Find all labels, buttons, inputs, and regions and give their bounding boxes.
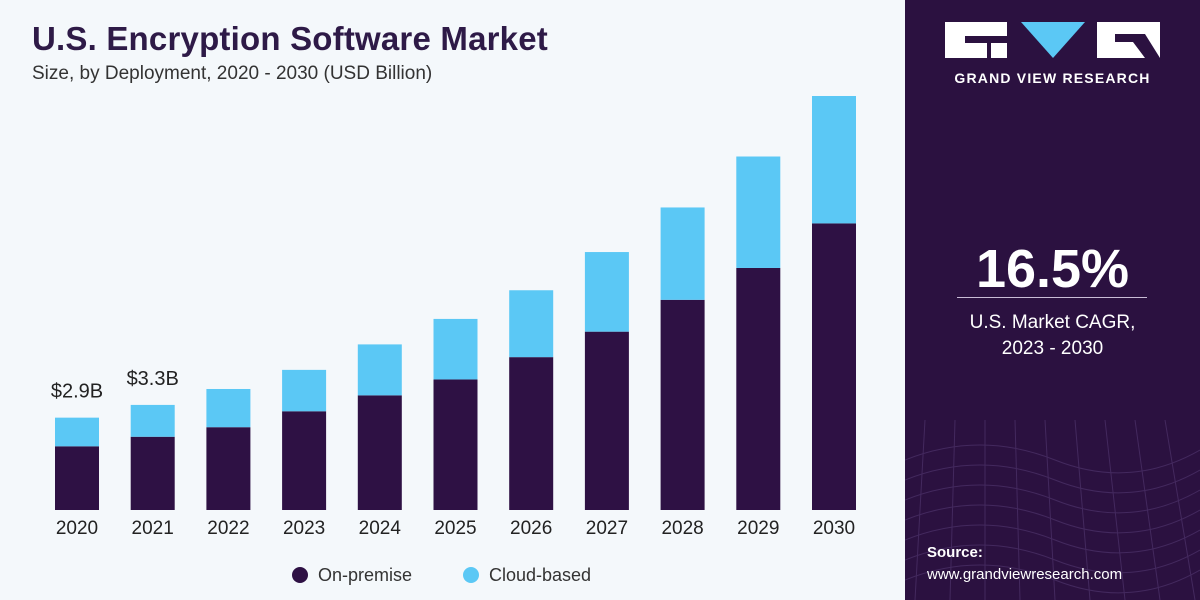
gvr-logo-icon bbox=[945, 22, 1160, 58]
x-tick-label-2026: 2026 bbox=[510, 518, 552, 539]
bar-cloud-based-2030 bbox=[812, 96, 856, 224]
bar-cloud-based-2029 bbox=[736, 156, 781, 268]
source-url[interactable]: www.grandviewresearch.com bbox=[927, 566, 1123, 583]
bar-on-premise-2027 bbox=[584, 331, 629, 510]
bar-cloud-based-2026 bbox=[509, 290, 554, 358]
x-tick-label-2022: 2022 bbox=[207, 518, 249, 539]
x-tick-label-2023: 2023 bbox=[283, 518, 325, 539]
legend-marker-on-premise bbox=[292, 567, 308, 583]
chart-panel: U.S. Encryption Software Market Size, by… bbox=[32, 20, 856, 585]
x-tick-label-2020: 2020 bbox=[56, 518, 98, 539]
bar-cloud-based-2023 bbox=[282, 369, 327, 412]
bar-on-premise-2026 bbox=[509, 357, 554, 510]
legend-label-cloud-based: Cloud-based bbox=[489, 565, 591, 585]
bar-cloud-based-2027 bbox=[584, 252, 629, 332]
bar-cloud-based-2028 bbox=[660, 207, 705, 300]
bar-on-premise-2022 bbox=[206, 427, 251, 510]
bar-on-premise-2025 bbox=[433, 379, 478, 510]
bar-cloud-based-2021 bbox=[130, 404, 175, 437]
cagr-value: 16.5% bbox=[975, 239, 1130, 299]
bar-cloud-based-2020 bbox=[55, 417, 99, 447]
side-panel: GRAND VIEW RESEARCH 16.5% U.S. Market CA… bbox=[905, 0, 1200, 600]
bar-cloud-based-2024 bbox=[357, 344, 402, 396]
data-label-2020: $2.9B bbox=[51, 381, 103, 403]
cagr-label-line1: U.S. Market CAGR, bbox=[969, 312, 1136, 333]
x-tick-label-2021: 2021 bbox=[132, 518, 174, 539]
bar-on-premise-2028 bbox=[660, 299, 705, 510]
chart-title: U.S. Encryption Software Market bbox=[32, 20, 548, 57]
source-label: Source: bbox=[927, 544, 983, 561]
cagr-divider bbox=[957, 297, 1147, 298]
x-tick-label-2027: 2027 bbox=[586, 518, 628, 539]
cagr-label: U.S. Market CAGR, 2023 - 2030 bbox=[905, 310, 1200, 362]
bar-on-premise-2021 bbox=[130, 436, 175, 510]
data-label-2021: $3.3B bbox=[127, 368, 179, 390]
chart-subtitle: Size, by Deployment, 2020 - 2030 (USD Bi… bbox=[32, 63, 433, 84]
bar-cloud-based-2025 bbox=[433, 318, 478, 380]
x-tick-label-2029: 2029 bbox=[737, 518, 779, 539]
stacked-bar-chart: 2020 2021 2022 2023 2024 2025 2026 2027 2028 2029… bbox=[51, 96, 856, 585]
bar-on-premise-2030 bbox=[812, 223, 856, 510]
brand-name: GRAND VIEW RESEARCH bbox=[954, 70, 1151, 86]
x-tick-label-2028: 2028 bbox=[661, 518, 703, 539]
bar-on-premise-2023 bbox=[282, 411, 327, 510]
x-tick-label-2025: 2025 bbox=[434, 518, 476, 539]
x-tick-label-2024: 2024 bbox=[359, 518, 402, 539]
cagr-label-line2: 2023 - 2030 bbox=[1001, 338, 1104, 359]
bar-on-premise-2024 bbox=[357, 395, 402, 510]
bar-on-premise-2029 bbox=[736, 267, 781, 510]
legend-label-on-premise: On-premise bbox=[318, 565, 412, 585]
bar-cloud-based-2022 bbox=[206, 388, 251, 428]
x-tick-label-2030: 2030 bbox=[813, 518, 855, 539]
bar-on-premise-2020 bbox=[55, 446, 99, 510]
decorative-grid-background bbox=[905, 420, 1200, 600]
legend-marker-cloud-based bbox=[463, 567, 479, 583]
